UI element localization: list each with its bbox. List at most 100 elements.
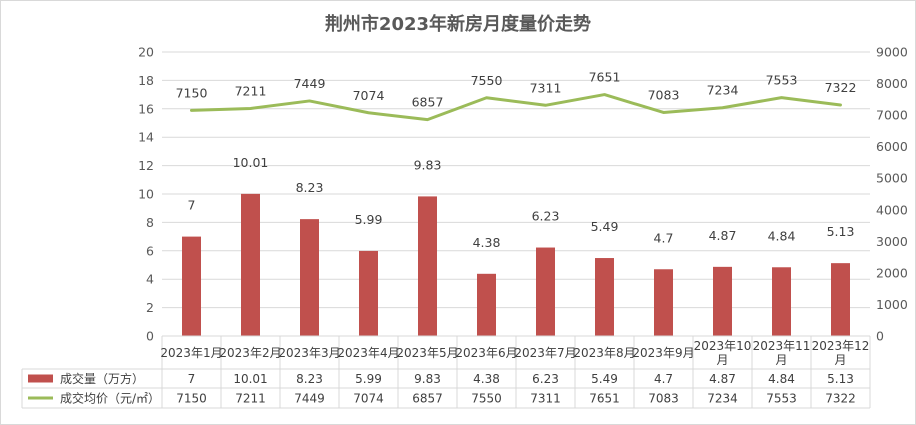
table-cell-price: 6857 [412,392,443,406]
line-data-label: 7322 [825,80,857,95]
y-left-tick-label: 16 [138,101,154,116]
line-data-label: 7211 [235,83,267,98]
y-left-tick-label: 20 [138,45,154,60]
category-label: 2023年4月 [337,346,399,360]
line-path [190,93,842,122]
bar-series [182,193,850,336]
category-label: 2023年2月 [219,346,281,360]
line-data-label: 7234 [707,83,739,98]
bar-data-label: 5.49 [591,219,619,234]
bar-data-label: 10.01 [233,155,269,170]
table-cell-price: 7651 [589,392,620,406]
bar [536,247,555,336]
line-data-label: 7550 [471,73,503,88]
table-cell-price: 7449 [294,392,325,406]
table-cell-price: 7074 [353,392,384,406]
y-right-tick-label: 6000 [876,139,908,154]
y-left-tick-label: 8 [146,215,154,230]
bar [831,263,850,336]
table-cell-price: 7311 [530,392,561,406]
table-cell-price: 7083 [648,392,679,406]
bar [241,193,260,336]
bar [654,269,673,336]
line-data-label: 7083 [648,87,680,102]
table-cell-volume: 5.13 [827,372,854,386]
category-label: 2023年6月 [455,346,517,360]
y-axis-left: 0 2 4 6 8 10 12 14 16 18 20 [138,45,154,344]
line-data-label: 7150 [176,85,208,100]
table-cell-volume: 4.87 [709,372,736,386]
data-labels: 7 10.01 8.23 5.99 9.83 4.38 6.23 5.49 4.7 4.87 4.8… [176,70,857,250]
category-label: 2023年12 月 [812,339,870,367]
category-label: 2023年8月 [573,346,635,360]
table-cell-volume: 5.99 [355,372,382,386]
y-right-tick-label: 2000 [876,265,908,280]
chart-title: 荆州市2023年新房月度量价走势 [324,14,592,35]
bar [182,236,201,336]
bar-data-label: 6.23 [532,209,560,224]
y-right-tick-label: 8000 [876,76,908,91]
bar-data-label: 7 [188,198,196,213]
table-cell-price: 7322 [825,392,856,406]
legend-label-price: 成交均价（元/㎡） [60,391,160,406]
table-cell-price: 7553 [766,392,797,406]
y-axis-right: 0 1000 2000 3000 4000 5000 6000 7000 8000 9000 [876,45,908,344]
y-left-tick-label: 0 [146,329,154,344]
line-data-label: 6857 [412,95,444,110]
bar [772,267,791,336]
table-cell-price: 7234 [707,392,738,406]
category-label: 2023年3月 [278,346,340,360]
category-label: 2023年9月 [632,346,694,360]
line-data-label: 7074 [353,88,385,103]
y-left-tick-label: 12 [138,158,154,173]
bar-data-label: 5.99 [355,212,383,227]
table-cell-volume: 7 [188,372,196,386]
bar [595,258,614,336]
y-right-tick-label: 0 [876,329,884,344]
y-left-tick-label: 4 [146,272,154,287]
bar [713,266,732,336]
category-label: 2023年7月 [514,346,576,360]
table-cell-volume: 8.23 [296,372,323,386]
bar-data-label: 4.84 [768,228,796,243]
table-cell-volume: 4.38 [473,372,500,386]
gridlines [162,51,870,337]
category-label: 2023年1月 [160,346,222,360]
bar [418,196,437,336]
y-left-tick-label: 14 [138,130,154,145]
bar-data-label: 4.38 [473,235,501,250]
legend-swatch-volume [28,374,53,383]
table-cell-volume: 4.7 [654,372,673,386]
y-right-tick-label: 1000 [876,297,908,312]
table-cell-volume: 10.01 [233,372,267,386]
table-cell-volume: 5.49 [591,372,618,386]
category-label: 2023年5月 [396,346,458,360]
y-right-tick-label: 5000 [876,171,908,186]
y-right-tick-label: 7000 [876,108,908,123]
y-left-tick-label: 2 [146,300,154,315]
y-left-tick-label: 6 [146,243,154,258]
legend-label-volume: 成交量（万方） [60,371,144,386]
line-data-label: 7449 [294,76,326,91]
y-left-tick-label: 10 [138,187,154,202]
table-cell-volume: 9.83 [414,372,441,386]
bar-data-label: 9.83 [414,157,442,172]
table-cell-volume: 4.84 [768,372,795,386]
bar-data-label: 4.87 [709,228,737,243]
line-series [190,93,842,122]
y-right-tick-label: 9000 [876,45,908,60]
line-data-label: 7553 [766,73,798,88]
data-table: 2023年1月2023年2月2023年3月2023年4月2023年5月2023年… [21,335,871,409]
line-data-label: 7311 [530,80,562,95]
table-cell-price: 7150 [176,392,207,406]
y-right-tick-label: 4000 [876,202,908,217]
category-label: 2023年10 月 [694,339,752,367]
bar [477,273,496,336]
line-data-label: 7651 [589,70,621,85]
table-cell-price: 7550 [471,392,502,406]
table-cell-volume: 6.23 [532,372,559,386]
bar-data-label: 5.13 [827,224,855,239]
bar-data-label: 4.7 [654,230,674,245]
